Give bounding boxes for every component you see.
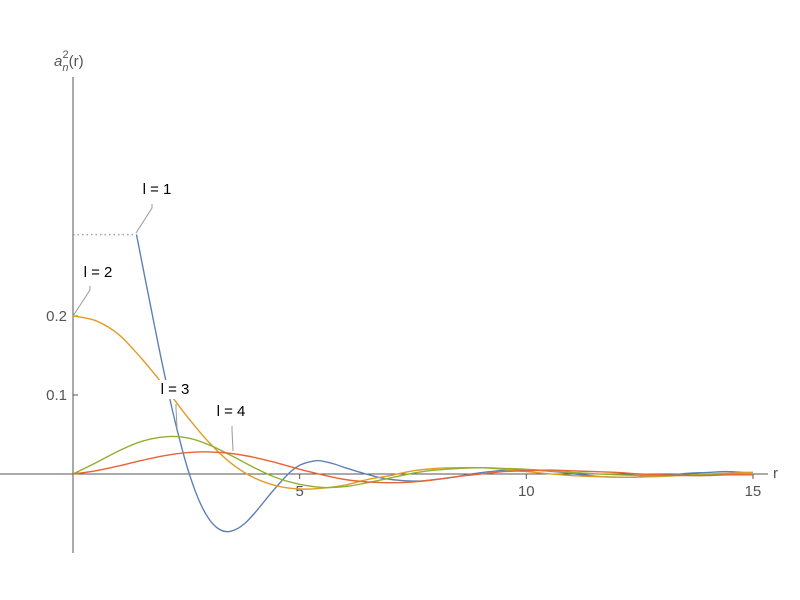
y-tick-label: 0.1 [46,387,67,404]
callouts-layer: l = 1 l = 2 l = 3 l = 4 [72,180,251,452]
axes: r an2(r) [0,49,778,553]
y-tick-label: 0.2 [46,308,67,325]
callout-label-l-1: l = 1 [143,181,172,198]
x-tick-label: 15 [745,483,762,500]
callout-box [137,180,177,199]
callout-leader [175,404,178,429]
series-l-1-line [135,234,753,533]
y-axis-title-tail: (r) [69,53,84,70]
callout-label-l-2: l = 2 [84,264,113,281]
ticks-layer: 5 10 15 0.1 0.2 [46,308,761,500]
y-axis-title-base: a [54,53,62,70]
y-axis-title-superscript: 2 [62,49,68,61]
callout-box [155,380,195,399]
y-axis-title-subscript: n [62,62,68,74]
callout-box [78,263,118,282]
callout-label-l-4: l = 4 [217,403,246,420]
x-tick-label: 5 [295,483,303,500]
callout-box [211,402,251,421]
callout-label-l-3: l = 3 [161,381,190,398]
callout-leader [135,204,153,234]
y-axis-title: an2(r) [54,49,84,74]
x-tick-label: 10 [518,483,535,500]
callout-leader [72,286,91,317]
series-l-4-line [72,451,753,484]
series-l-2-line [72,315,753,490]
series-l-3-line [72,435,753,489]
callout-leader [231,426,234,452]
x-axis-title: r [773,465,778,482]
